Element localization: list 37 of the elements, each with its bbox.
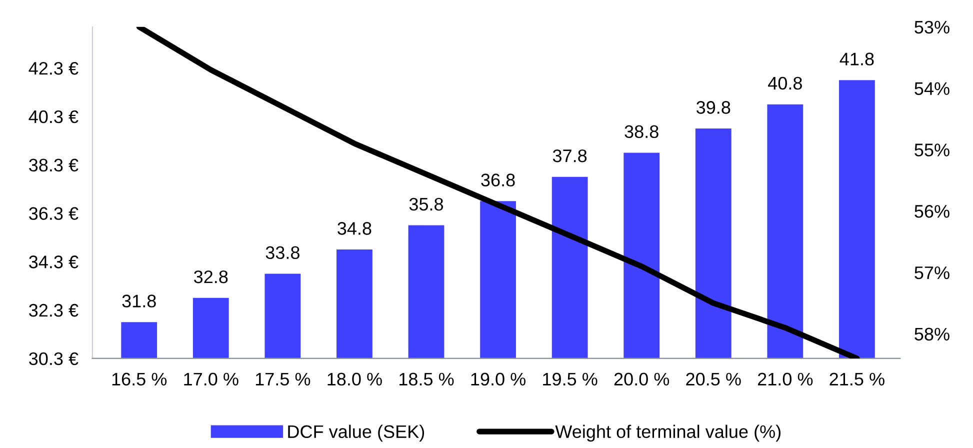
data-label: 32.8 — [194, 270, 228, 284]
x-tick-label: 21.0 % — [758, 372, 813, 386]
x-tick-label: 20.0 % — [614, 372, 670, 386]
y2-tick-label: 55% — [914, 144, 950, 156]
y-tick-label: 34.3 € — [29, 256, 78, 268]
y-tick-label: 30.3 € — [29, 352, 78, 366]
y2-tick-label: 54% — [914, 82, 950, 95]
x-tick-label: 20.5 % — [686, 372, 741, 386]
y2-tick-label: 57% — [914, 266, 950, 280]
legend-label: DCF value (SEK) — [288, 424, 424, 442]
data-label: 36.8 — [481, 174, 515, 186]
data-label: 39.8 — [696, 101, 730, 114]
data-label: 37.8 — [552, 149, 587, 162]
y2-tick-label: 56% — [914, 204, 950, 218]
x-tick-label: 19.5 % — [543, 372, 598, 386]
data-label: 40.8 — [768, 76, 802, 90]
data-label: 34.8 — [338, 222, 372, 235]
x-tick-label: 18.0 % — [328, 372, 382, 386]
x-tick-label: 17.0 % — [184, 372, 238, 386]
y2-tick-label: 53% — [914, 20, 950, 34]
data-label: 33.8 — [266, 246, 300, 260]
data-label: 41.8 — [840, 52, 874, 66]
y-tick-label: 40.3 € — [28, 110, 78, 124]
y-tick-label: 42.3 € — [28, 62, 78, 75]
x-tick-label: 16.5 % — [112, 372, 167, 386]
y-tick-label: 36.3 € — [29, 207, 78, 220]
data-label: 31.8 — [122, 294, 156, 308]
x-tick-label: 17.5 % — [256, 372, 310, 386]
y2-tick-label: 58% — [914, 328, 950, 341]
x-tick-label: 19.0 % — [471, 372, 526, 386]
x-tick-label: 21.5 % — [830, 372, 884, 386]
x-tick-label: 18.5 % — [400, 372, 454, 386]
data-label: 38.8 — [624, 125, 658, 138]
y-tick-label: 32.3 € — [29, 304, 78, 317]
y-tick-label: 38.3 € — [29, 158, 78, 172]
legend-label: Weight of terminal value (%) — [555, 424, 780, 442]
data-label: 35.8 — [409, 198, 444, 211]
